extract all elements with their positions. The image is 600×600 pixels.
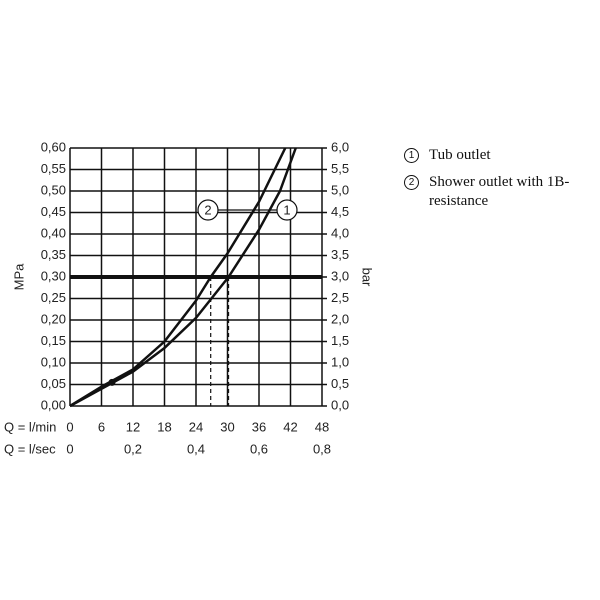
y2-tick-label: 1,0: [331, 354, 349, 369]
legend-label: Shower outlet with 1B-resistance: [429, 174, 570, 209]
callout-circle: [276, 199, 298, 221]
x-tick-label: 0: [66, 419, 73, 434]
y-tick-label: 0,15: [41, 333, 66, 348]
y2-tick-label: 0,5: [331, 376, 349, 391]
legend-item: 1 Tub outlet: [404, 146, 579, 165]
legend-marker: 2: [404, 175, 419, 190]
x-tick-label: 6: [98, 419, 105, 434]
x2-tick-label: 0: [66, 441, 73, 456]
legend-label: Tub outlet: [429, 147, 491, 163]
x2-axis-title: Q = l/sec: [4, 441, 56, 456]
y2-tick-label: 5,0: [331, 182, 349, 197]
x2-tick-label: 0,2: [124, 441, 142, 456]
x-tick-label: 24: [189, 419, 203, 434]
y-tick-label: 0,60: [41, 139, 66, 154]
y2-tick-label: 0,0: [331, 397, 349, 412]
callout-label: 2: [204, 202, 211, 217]
y2-tick-label: 2,5: [331, 290, 349, 305]
y-axis-title: MPa: [11, 263, 26, 291]
y2-tick-label: 5,5: [331, 161, 349, 176]
callout-label: 1: [283, 202, 290, 217]
legend-item: 2 Shower outlet with 1B-resistance: [404, 173, 579, 211]
x2-tick-label: 0,4: [187, 441, 205, 456]
y2-tick-label: 1,5: [331, 333, 349, 348]
y-tick-label: 0,05: [41, 376, 66, 391]
y-tick-label: 0,45: [41, 204, 66, 219]
y-tick-label: 0,10: [41, 354, 66, 369]
x2-tick-label: 0,6: [250, 441, 268, 456]
x-axis-title: Q = l/min: [4, 419, 56, 434]
y-tick-label: 0,55: [41, 161, 66, 176]
x-tick-label: 12: [126, 419, 140, 434]
y-tick-label: 0,35: [41, 247, 66, 262]
y-tick-label: 0,20: [41, 311, 66, 326]
y2-tick-label: 2,0: [331, 311, 349, 326]
x-tick-label: 36: [252, 419, 266, 434]
callout-circle: [197, 199, 219, 221]
y2-tick-label: 4,5: [331, 204, 349, 219]
y-tick-label: 0,25: [41, 290, 66, 305]
y2-tick-label: 3,5: [331, 247, 349, 262]
y2-tick-label: 6,0: [331, 139, 349, 154]
y2-axis-title: bar: [360, 268, 375, 287]
y2-tick-label: 4,0: [331, 225, 349, 240]
x-tick-label: 18: [157, 419, 171, 434]
highlight-point: [108, 378, 116, 386]
y-tick-label: 0,40: [41, 225, 66, 240]
x-tick-label: 30: [220, 419, 234, 434]
x2-tick-label: 0,8: [313, 441, 331, 456]
y-tick-label: 0,30: [41, 268, 66, 283]
y-tick-label: 0,00: [41, 397, 66, 412]
x-tick-label: 42: [283, 419, 297, 434]
x-tick-label: 48: [315, 419, 329, 434]
y2-tick-label: 3,0: [331, 268, 349, 283]
y-tick-label: 0,50: [41, 182, 66, 197]
legend-marker: 1: [404, 148, 419, 163]
